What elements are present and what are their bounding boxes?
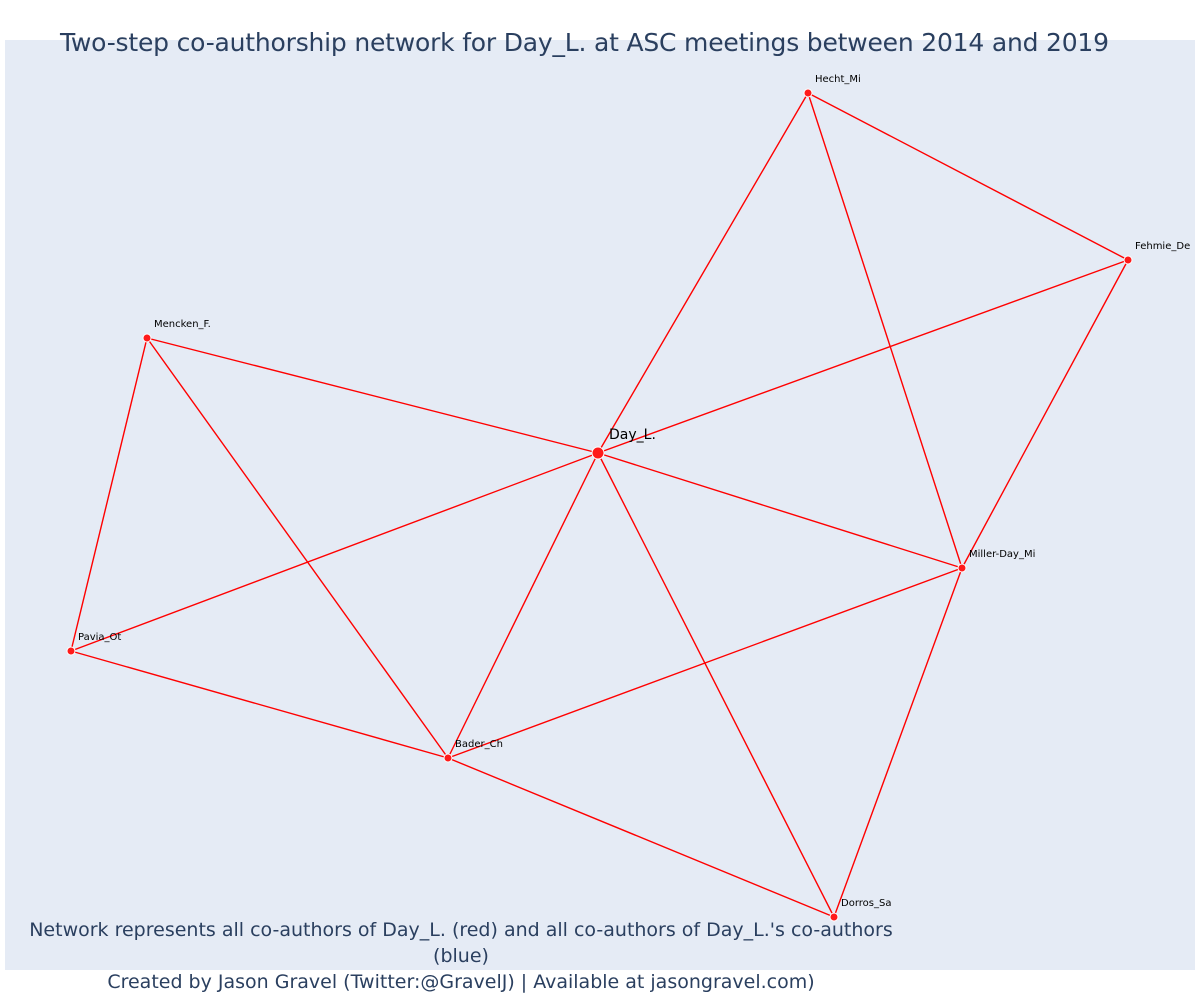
edges-group <box>70 92 1129 918</box>
edge-miller-day-mi-dorros-sa <box>833 567 963 918</box>
node-hecht-mi[interactable] <box>803 88 813 98</box>
edge-day-l-mencken-f <box>146 337 599 454</box>
edge-pavia-ot-bader-ch <box>70 650 449 759</box>
edge-hecht-mi-miller-day-mi <box>807 92 963 569</box>
footer-line-1: Network represents all co-authors of Day… <box>29 919 893 967</box>
edge-bader-ch-miller-day-mi <box>447 567 963 759</box>
chart-title: Two-step co-authorship network for Day_L… <box>60 28 1109 57</box>
node-mencken-f[interactable] <box>142 333 152 343</box>
node-day-l[interactable] <box>591 446 605 460</box>
edge-bader-ch-dorros-sa <box>447 757 835 918</box>
edge-day-l-hecht-mi <box>597 92 809 454</box>
node-label-bader-ch: Bader_Ch <box>455 739 503 750</box>
node-label-hecht-mi: Hecht_Mi <box>815 74 861 85</box>
edge-fehmie-de-miller-day-mi <box>961 259 1129 569</box>
edge-day-l-miller-day-mi <box>597 452 963 569</box>
edge-mencken-f-bader-ch <box>146 337 449 759</box>
node-bader-ch[interactable] <box>443 753 453 763</box>
nodes-group <box>66 88 1133 922</box>
node-miller-day-mi[interactable] <box>957 563 967 573</box>
node-pavia-ot[interactable] <box>66 646 76 656</box>
node-dorros-sa[interactable] <box>829 912 839 922</box>
node-label-miller-day-mi: Miller-Day_Mi <box>969 549 1035 560</box>
node-label-pavia-ot: Pavia_Ot <box>78 632 121 643</box>
node-label-fehmie-de: Fehmie_De <box>1135 241 1190 252</box>
footer-caption: Network represents all co-authors of Day… <box>0 917 922 995</box>
edge-day-l-fehmie-de <box>597 259 1129 454</box>
edge-mencken-f-pavia-ot <box>70 337 148 652</box>
labels-group: Day_L. Hecht_Mi Fehmie_De Mencken_F. Miller-… <box>78 74 1190 909</box>
edge-day-l-dorros-sa <box>597 452 835 918</box>
edge-day-l-pavia-ot <box>70 452 599 652</box>
edge-day-l-bader-ch <box>447 452 599 759</box>
node-fehmie-de[interactable] <box>1123 255 1133 265</box>
node-label-dorros-sa: Dorros_Sa <box>841 898 891 909</box>
node-label-mencken-f: Mencken_F. <box>154 319 211 330</box>
node-label-day-l: Day_L. <box>609 427 656 443</box>
edge-hecht-mi-fehmie-de <box>807 92 1129 261</box>
footer-line-2: Created by Jason Gravel (Twitter:@Gravel… <box>107 971 815 993</box>
